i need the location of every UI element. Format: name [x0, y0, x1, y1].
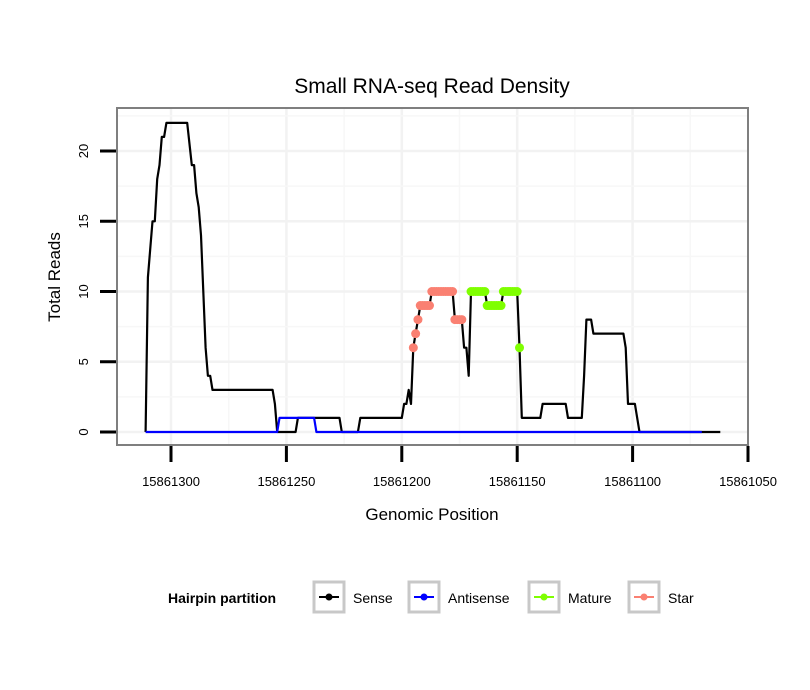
legend-key-point	[540, 593, 548, 601]
legend-label-star: Star	[668, 590, 694, 606]
plot-panel	[116, 107, 749, 446]
y-tick-label: 10	[76, 284, 91, 298]
y-tick-label: 20	[76, 144, 91, 158]
y-tick-label: 5	[76, 358, 91, 365]
point-star	[411, 329, 421, 339]
point-star	[413, 315, 423, 325]
legend-key-point	[640, 593, 648, 601]
x-tick-label: 15861100	[604, 474, 661, 489]
point-mature	[496, 301, 506, 311]
point-star	[424, 301, 434, 311]
series-line-sense	[144, 121, 721, 434]
x-tick-label: 15861150	[489, 474, 546, 489]
legend-label-sense: Sense	[353, 590, 393, 606]
legend-key-point	[420, 593, 428, 601]
series-layer	[144, 121, 721, 434]
x-axis-label: Genomic Position	[365, 505, 498, 524]
x-tick-label: 15861050	[719, 474, 777, 489]
point-mature	[480, 287, 490, 296]
x-tick-label: 15861250	[257, 474, 315, 489]
x-tick-label: 15861200	[373, 474, 431, 489]
x-tick-label: 15861300	[142, 474, 200, 489]
y-axis-label: Total Reads	[45, 232, 64, 322]
chart-title: Small RNA-seq Read Density	[294, 75, 570, 98]
y-tick-label: 15	[76, 214, 91, 228]
y-tick-label: 0	[76, 428, 91, 435]
legend-label-antisense: Antisense	[448, 590, 510, 606]
series-line-antisense	[145, 416, 702, 434]
legend-key-point	[325, 593, 333, 601]
point-mature	[515, 343, 525, 353]
legend-title: Hairpin partition	[168, 590, 276, 606]
x-axis: 15861300 15861250 15861200 15861150 15861100…	[142, 446, 777, 489]
point-mature	[512, 287, 522, 296]
point-star	[408, 343, 418, 353]
y-axis: 0 5 10 15 20	[76, 144, 116, 436]
point-star	[457, 315, 467, 325]
legend-label-mature: Mature	[568, 590, 612, 606]
point-star	[448, 287, 458, 296]
legend: Hairpin partition Sense Antisense Mature St…	[168, 580, 694, 614]
